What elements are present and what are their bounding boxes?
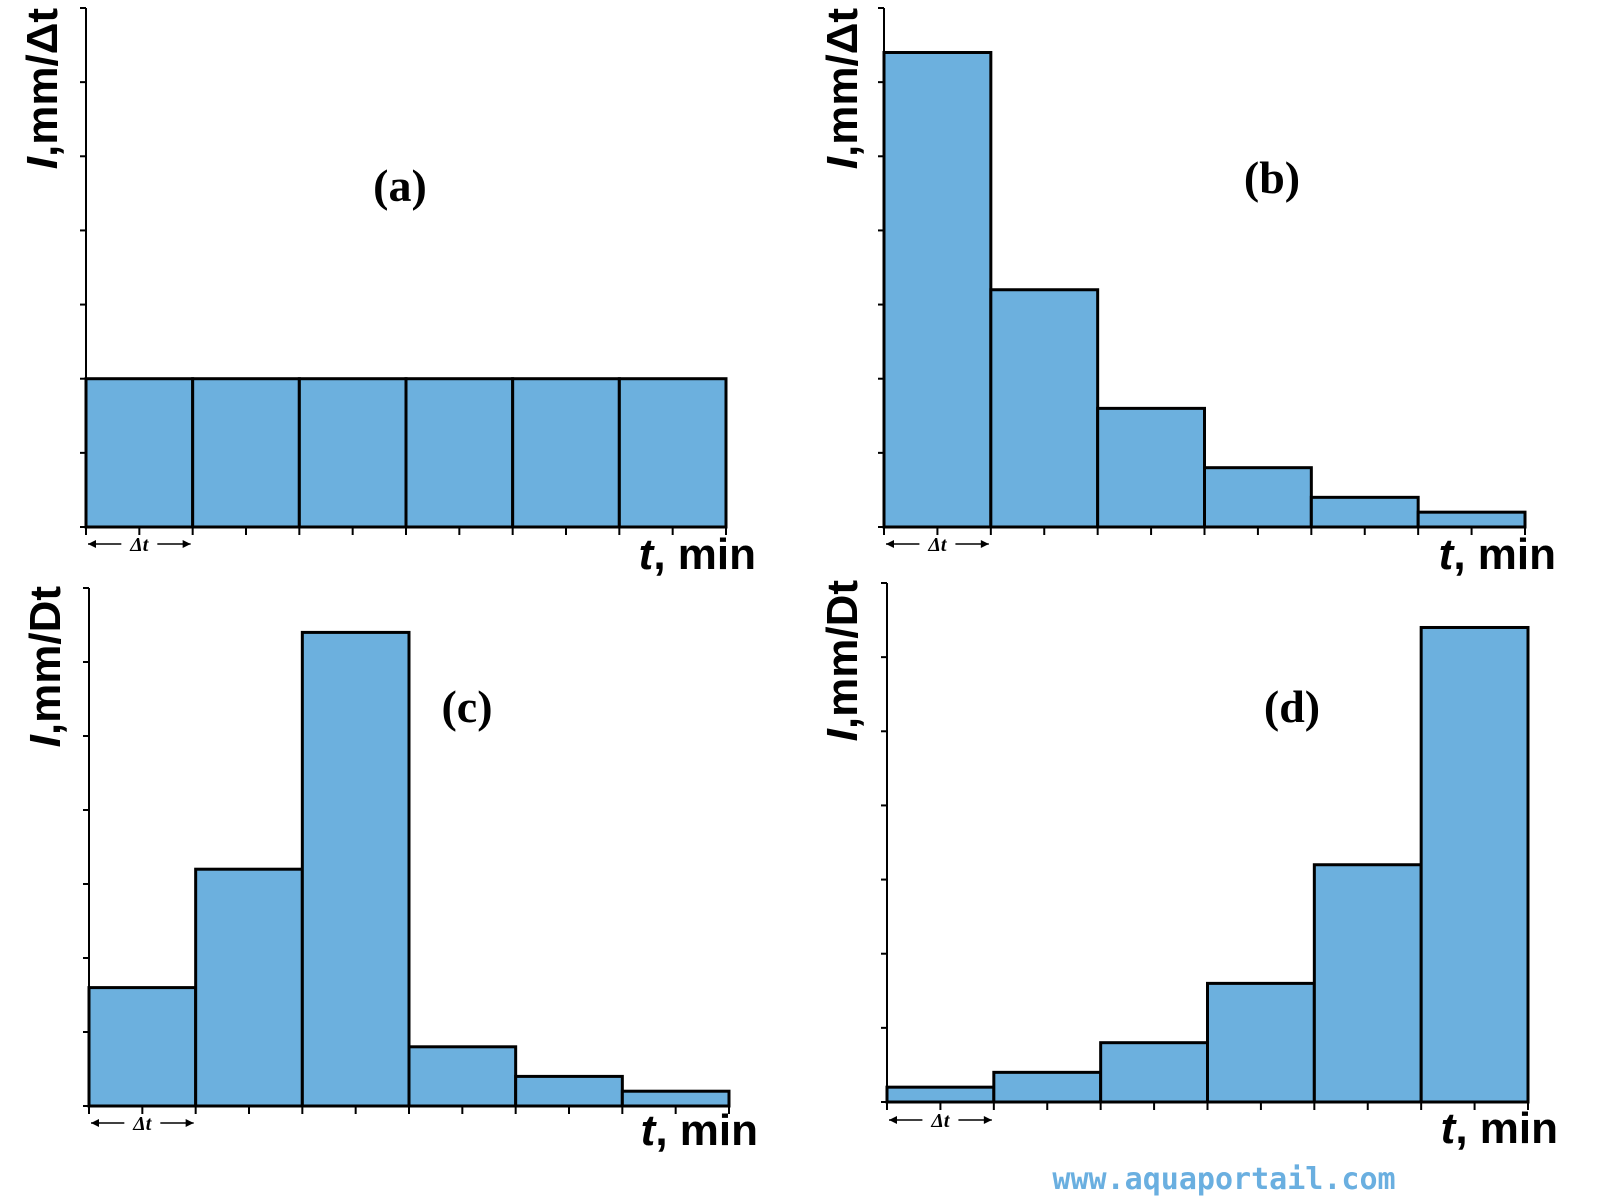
axes-group [878,7,1526,535]
bar-2 [989,288,1100,529]
bar-2 [194,867,304,1108]
watermark-text: www.aquaportail.com [1052,1162,1396,1197]
bar-2 [992,1070,1103,1104]
delta-t-label: Δt [930,1110,951,1132]
delta-t-marker: Δt [91,1113,194,1135]
x-axis-label: t, min [1441,1104,1558,1153]
panel-label: (b) [1244,152,1300,203]
y-axis-label: I,mm/Δt [18,8,67,170]
bar-2 [191,377,301,529]
x-axis-label: t, min [639,530,756,579]
axes-group [881,582,1529,1110]
x-axis-label-symbol: t [1439,530,1456,579]
x-axis-label-symbol: t [639,530,656,579]
chart-panel-d: (d) I,mm/Dt t, min Δt [818,580,1558,1153]
y-axis-label-unit: ,mm/Dt [21,586,70,735]
panel-label: (a) [373,160,427,211]
bar-5 [1309,495,1420,529]
bar-3 [297,377,408,529]
bar-4 [1203,466,1313,529]
bar-1 [84,377,195,529]
y-axis-label-symbol: I [818,728,867,741]
delta-t-marker: Δt [886,534,989,556]
delta-t-label: Δt [132,1113,153,1135]
delta-t-arrowhead-left [88,540,96,548]
bar-5 [1312,863,1423,1104]
bar-5 [514,1074,624,1108]
x-axis-label-symbol: t [1441,1104,1458,1153]
chart-panel-b: (b) I,mm/Δt t, min Δt [818,7,1556,579]
x-axis-label-unit: , min [653,530,756,579]
y-axis-label-unit: ,mm/Δt [818,8,867,157]
bar-1 [882,50,993,529]
y-axis-label-unit: ,mm/Δt [18,8,67,157]
bars-group [87,630,731,1108]
y-axis-label-symbol: I [18,156,67,169]
bar-6 [1416,510,1527,529]
x-axis-label-unit: , min [1453,530,1556,579]
delta-t-arrowhead-left [91,1119,99,1127]
bars-group [84,377,728,529]
delta-t-marker: Δt [88,534,191,556]
y-axis-label: I,mm/Dt [21,586,70,748]
delta-t-marker: Δt [889,1110,992,1132]
bar-6 [617,377,728,529]
x-axis-label-symbol: t [641,1106,658,1155]
bar-3 [300,630,411,1108]
delta-t-arrowhead-right [980,540,989,548]
x-axis-label: t, min [1439,530,1556,579]
axes-group [83,587,730,1114]
bar-4 [407,1045,518,1108]
y-axis-label: I,mm/Dt [818,580,867,742]
y-axis-label-unit: ,mm/Dt [818,580,867,729]
bar-4 [1206,981,1316,1104]
axes-group [80,7,727,535]
bar-1 [87,986,198,1108]
bar-6 [620,1089,731,1108]
delta-t-label: Δt [129,534,150,556]
chart-panel-a: (a) I,mm/Δt t, min Δt [18,7,756,579]
delta-t-arrowhead-right [182,540,191,548]
x-axis-label-unit: , min [655,1106,758,1155]
y-axis-label-symbol: I [21,734,70,747]
delta-t-label: Δt [927,534,948,556]
y-axis-label: I,mm/Δt [818,8,867,170]
bars-group [885,625,1530,1104]
delta-t-arrowhead-right [983,1116,992,1124]
chart-panel-c: (c) I,mm/Dt t, min Δt [21,586,758,1155]
bar-5 [511,377,621,529]
delta-t-arrowhead-left [889,1116,897,1124]
panel-label: (d) [1264,681,1320,732]
y-axis-label-symbol: I [818,156,867,169]
panel-label: (c) [441,681,492,732]
bar-6 [1419,625,1530,1104]
bar-4 [404,377,515,529]
bar-3 [1099,1041,1209,1104]
bars-group [882,50,1527,529]
delta-t-arrowhead-right [185,1119,194,1127]
bar-1 [885,1085,996,1104]
x-axis-label: t, min [641,1106,758,1155]
delta-t-arrowhead-left [886,540,894,548]
bar-3 [1096,406,1206,529]
x-axis-label-unit: , min [1455,1104,1558,1153]
